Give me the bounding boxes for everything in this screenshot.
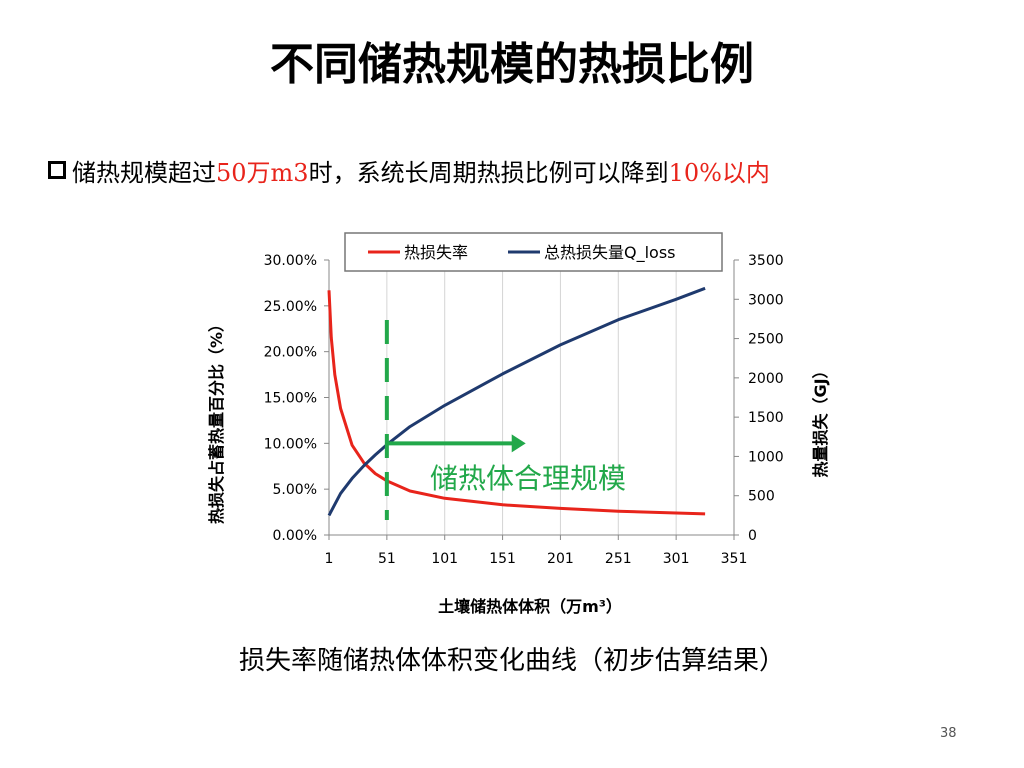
y-left-tick-label: 20.00%: [264, 345, 317, 361]
bullet-text: 储热规模超过 50万m3 时，系统长周期热损比例可以降到 10%以内: [48, 150, 770, 190]
x-tick-label: 101: [431, 551, 458, 567]
x-tick-label: 351: [721, 551, 748, 567]
page-number: 38: [940, 726, 957, 741]
y-left-tick-label: 25.00%: [264, 299, 317, 315]
y-left-tick-label: 30.00%: [264, 253, 317, 269]
y-left-tick-label: 15.00%: [264, 391, 317, 407]
series-line-total-heat-loss: [327, 286, 706, 517]
y-right-tick-label: 3500: [748, 253, 784, 269]
y-left-tick-label: 0.00%: [273, 528, 317, 544]
x-tick-label: 151: [489, 551, 516, 567]
chart-caption: 损失率随储热体体积变化曲线（初步估算结果）: [238, 646, 785, 676]
y-right-axis-title: 热量损失（GJ）: [811, 362, 830, 477]
y-left-tick-label: 5.00%: [273, 482, 317, 498]
slide-title: 不同储热规模的热损比例: [270, 39, 754, 90]
x-tick-label: 201: [547, 551, 574, 567]
y-right-tick-label: 2000: [748, 371, 784, 387]
y-right-tick-label: 0: [748, 528, 757, 544]
annotation-arrow-head: [511, 434, 526, 453]
x-tick-label: 301: [663, 551, 690, 567]
legend-label: 热损失率: [404, 243, 468, 262]
x-tick-label: 1: [325, 551, 334, 567]
y-right-tick-label: 3000: [748, 292, 784, 308]
x-axis-title: 土壤储热体体积（万m³）: [438, 597, 622, 616]
x-tick-label: 251: [605, 551, 632, 567]
bullet-highlight-percent: 10%以内: [668, 158, 770, 187]
y-left-tick-label: 10.00%: [264, 436, 317, 452]
bullet-highlight-volume: 50万m3: [216, 158, 309, 187]
bullet-middle: 时，系统长周期热损比例可以降到: [308, 158, 669, 187]
legend-label: 总热损失量Q_loss: [544, 243, 676, 263]
x-tick-label: 51: [378, 551, 396, 567]
annotation-label: 储热体合理规模: [430, 462, 626, 495]
y-right-tick-label: 500: [748, 489, 775, 505]
y-right-tick-label: 1500: [748, 410, 784, 426]
bullet-prefix: 储热规模超过: [72, 158, 216, 187]
y-right-tick-label: 1000: [748, 449, 784, 465]
y-left-axis-title: 热损失占蓄热量百分比（%）: [207, 316, 226, 524]
y-right-tick-label: 2500: [748, 332, 784, 348]
bullet-square-icon: [48, 161, 66, 179]
